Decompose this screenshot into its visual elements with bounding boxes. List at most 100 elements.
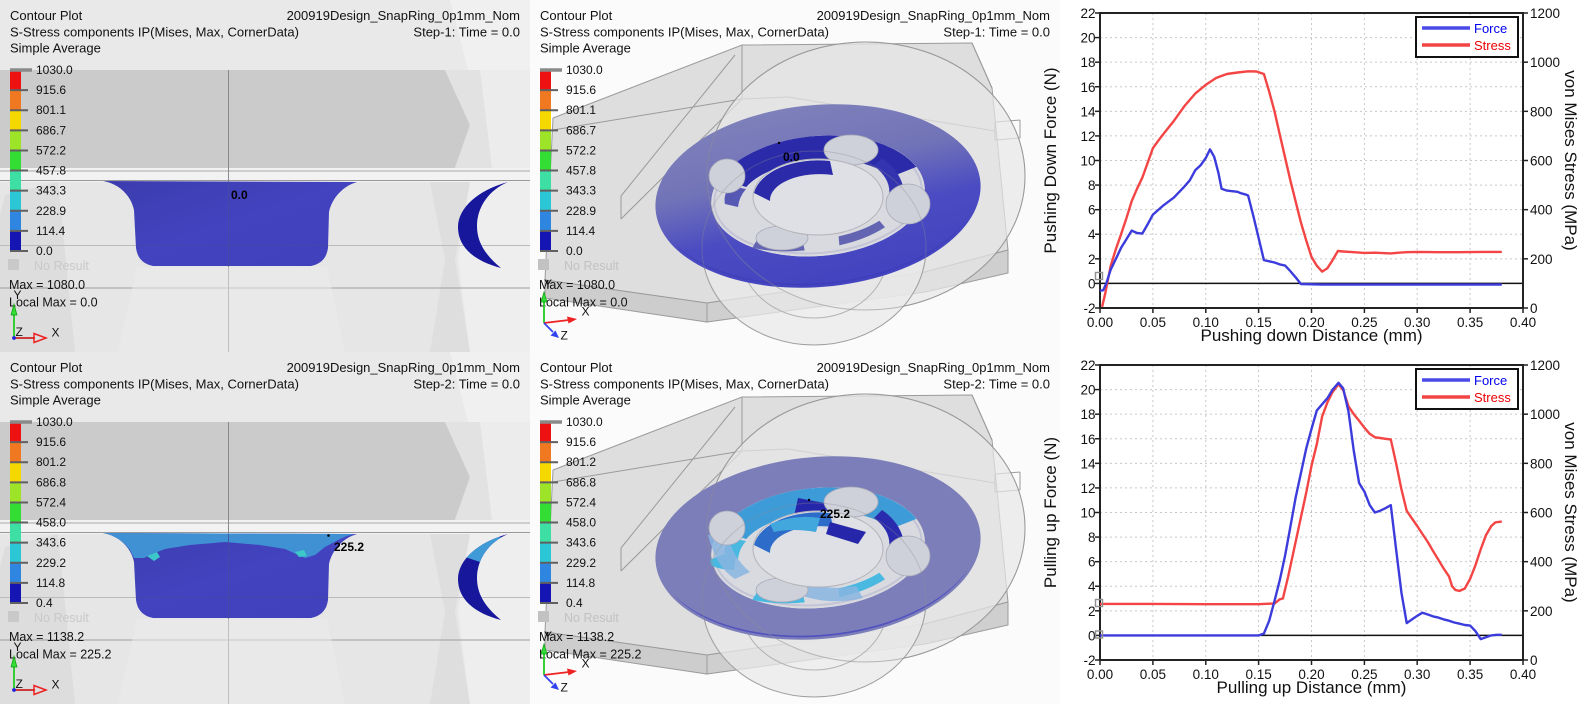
svg-text:von Mises Stress (MPa): von Mises Stress (MPa) [1561,422,1580,602]
svg-text:2: 2 [1088,252,1096,267]
svg-text:Simple Average: Simple Average [10,41,101,56]
svg-text:228.9: 228.9 [36,204,66,218]
svg-text:200919Design_SnapRing_0p1mm_No: 200919Design_SnapRing_0p1mm_Nom [287,360,520,375]
svg-text:X: X [582,657,590,671]
svg-text:20: 20 [1080,383,1095,398]
svg-text:Pushing down Distance (mm): Pushing down Distance (mm) [1200,326,1422,345]
svg-text:1200: 1200 [1530,6,1560,21]
svg-text:1200: 1200 [1530,358,1560,373]
svg-text:Z: Z [561,681,568,695]
svg-text:4: 4 [1088,579,1096,594]
svg-text:0.0: 0.0 [36,244,53,258]
svg-text:Contour Plot: Contour Plot [10,8,83,23]
svg-text:8: 8 [1088,178,1096,193]
svg-text:S-Stress components IP(Mises,: S-Stress components IP(Mises, Max, Corne… [540,377,829,392]
svg-text:457.8: 457.8 [36,164,66,178]
svg-text:0.10: 0.10 [1193,667,1219,682]
svg-text:Stress: Stress [1474,38,1511,53]
svg-text:343.3: 343.3 [36,184,66,198]
svg-text:0: 0 [1530,301,1538,316]
svg-text:0.30: 0.30 [1404,667,1430,682]
svg-text:X: X [582,305,590,319]
svg-text:0.05: 0.05 [1140,315,1166,330]
svg-text:Pulling up Force (N): Pulling up Force (N) [1041,437,1060,588]
svg-text:0.35: 0.35 [1457,315,1483,330]
svg-text:Contour Plot: Contour Plot [540,360,613,375]
svg-text:Max = 1080.0: Max = 1080.0 [9,278,85,292]
svg-text:Simple Average: Simple Average [540,41,631,56]
svg-text:225.2: 225.2 [820,507,850,521]
svg-text:Step-2: Time = 0.0: Step-2: Time = 0.0 [413,377,520,392]
svg-text:1030.0: 1030.0 [36,415,73,429]
svg-text:0.4: 0.4 [566,596,583,610]
svg-text:Step-2: Time = 0.0: Step-2: Time = 0.0 [943,377,1050,392]
svg-text:Z: Z [16,677,23,691]
svg-text:12: 12 [1080,129,1095,144]
svg-text:801.1: 801.1 [36,103,66,117]
svg-text:Y: Y [14,640,22,654]
svg-text:0.35: 0.35 [1457,667,1483,682]
svg-text:Local Max = 225.2: Local Max = 225.2 [539,648,642,662]
svg-text:18: 18 [1080,55,1095,70]
svg-text:Local Max = 0.0: Local Max = 0.0 [9,296,98,310]
svg-text:6: 6 [1088,203,1096,218]
svg-text:Y: Y [544,629,552,643]
svg-text:2: 2 [1088,604,1096,619]
svg-text:114.8: 114.8 [36,576,65,590]
svg-text:18: 18 [1080,407,1095,422]
svg-text:0.10: 0.10 [1193,315,1219,330]
svg-text:114.8: 114.8 [566,576,595,590]
svg-text:1030.0: 1030.0 [36,63,73,77]
svg-text:0.25: 0.25 [1351,667,1377,682]
svg-text:1030.0: 1030.0 [566,415,603,429]
svg-text:0: 0 [1530,653,1538,668]
svg-text:572.2: 572.2 [566,143,596,157]
svg-text:0.0: 0.0 [231,188,248,202]
svg-text:801.2: 801.2 [36,455,66,469]
svg-text:16: 16 [1080,80,1095,95]
svg-text:686.7: 686.7 [36,123,66,137]
svg-text:686.8: 686.8 [566,475,596,489]
svg-text:0.20: 0.20 [1298,667,1324,682]
svg-text:915.6: 915.6 [566,83,596,97]
svg-text:0.15: 0.15 [1245,315,1271,330]
svg-text:22: 22 [1080,6,1095,21]
svg-text:801.1: 801.1 [566,103,596,117]
svg-text:Step-1: Time = 0.0: Step-1: Time = 0.0 [413,25,520,40]
svg-text:458.0: 458.0 [36,516,66,530]
svg-text:Y: Y [14,288,22,302]
svg-text:0.05: 0.05 [1140,667,1166,682]
svg-text:0.0: 0.0 [566,244,583,258]
svg-text:0: 0 [1088,628,1096,643]
svg-text:343.6: 343.6 [566,536,596,550]
svg-text:6: 6 [1088,555,1096,570]
svg-text:800: 800 [1530,456,1553,471]
svg-text:114.4: 114.4 [36,224,65,238]
svg-text:14: 14 [1080,104,1096,119]
svg-text:No Result: No Result [564,611,619,625]
svg-text:0.30: 0.30 [1404,315,1430,330]
svg-text:572.4: 572.4 [566,495,596,509]
svg-text:8: 8 [1088,530,1096,545]
svg-text:S-Stress components IP(Mises,: S-Stress components IP(Mises, Max, Corne… [10,25,299,40]
svg-text:10: 10 [1080,154,1095,169]
svg-text:0.4: 0.4 [36,596,53,610]
svg-text:0.00: 0.00 [1087,315,1113,330]
svg-text:200: 200 [1530,604,1553,619]
svg-text:X: X [52,678,60,692]
svg-text:Y: Y [544,277,552,291]
svg-text:Pulling up Distance (mm): Pulling up Distance (mm) [1217,678,1407,697]
svg-text:Local Max = 0.0: Local Max = 0.0 [539,296,628,310]
svg-text:Simple Average: Simple Average [540,393,631,408]
svg-text:1000: 1000 [1530,55,1560,70]
svg-text:800: 800 [1530,104,1553,119]
svg-text:14: 14 [1080,456,1096,471]
svg-text:16: 16 [1080,432,1095,447]
svg-text:114.4: 114.4 [566,224,595,238]
svg-text:4: 4 [1088,227,1096,242]
svg-text:458.0: 458.0 [566,516,596,530]
svg-text:915.6: 915.6 [36,435,66,449]
svg-text:X: X [52,326,60,340]
svg-text:Max = 1080.0: Max = 1080.0 [539,278,615,292]
svg-text:20: 20 [1080,31,1095,46]
